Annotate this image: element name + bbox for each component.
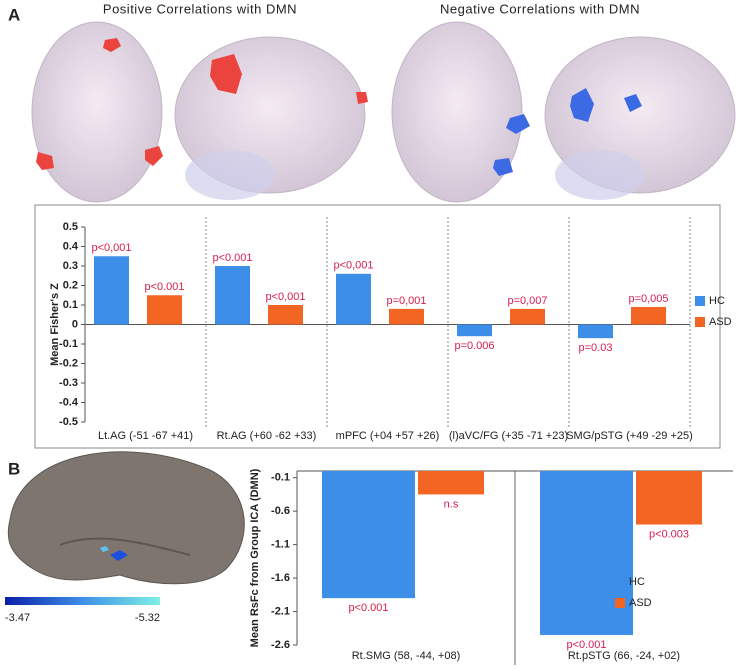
legend-label: HC (629, 576, 645, 588)
y-tick-label: 0 (72, 318, 78, 330)
annotation: p<0.001 (566, 639, 606, 651)
legend-swatch (695, 317, 705, 327)
y-tick-label: -0.6 (271, 505, 290, 517)
bar (336, 273, 371, 325)
bar (636, 471, 702, 525)
y-tick-label: 0.5 (63, 221, 78, 233)
legend-swatch (695, 296, 705, 306)
bar (510, 308, 545, 325)
annotation: p=0,001 (386, 295, 426, 307)
x-tick-label: Rt.SMG (58, -44, +08) (352, 650, 461, 662)
annotation: p=0,007 (507, 295, 547, 307)
bar (322, 471, 415, 599)
y-tick-label: 0.4 (63, 240, 79, 252)
bar (418, 471, 484, 495)
bar (147, 295, 182, 325)
chart-frame (34, 204, 721, 449)
annotation: p<0.003 (649, 528, 689, 540)
annotation: p<0,001 (265, 291, 305, 303)
annotation: p=0.03 (579, 342, 613, 354)
annotation: p<0,001 (91, 242, 131, 254)
x-tick-label: SMG/pSTG (+49 -29 +25) (566, 430, 693, 442)
legend-swatch (615, 577, 625, 587)
legend-swatch (615, 598, 625, 608)
y-tick-label: -2.6 (271, 639, 290, 651)
y-tick-label: -1.6 (271, 572, 290, 584)
x-tick-label: Lt.AG (-51 -67 +41) (98, 430, 193, 442)
y-tick-label: -0.4 (59, 396, 79, 408)
annotation: p<0.001 (212, 252, 252, 264)
section-title: Positive Correlations with DMN (103, 1, 297, 16)
bar (94, 256, 129, 325)
x-tick-label: Rt.AG (+60 -62 +33) (217, 430, 317, 442)
y-axis-label: Mean RsFc from Group ICA (DMN) (249, 468, 261, 647)
annotation: p=0,005 (628, 293, 668, 305)
cortical-surface (7, 451, 245, 585)
y-tick-label: -1.1 (271, 539, 290, 551)
y-tick-label: 0.1 (63, 299, 78, 311)
colorbar-label: -3.47 (5, 612, 30, 624)
annotation: p<0.001 (144, 281, 184, 293)
x-tick-label: Rt.pSTG (66, -24, +02) (568, 650, 680, 662)
annotation: n.s (444, 498, 459, 510)
y-tick-label: 0.2 (63, 279, 78, 291)
y-tick-label: -0.2 (59, 357, 78, 369)
bar (215, 266, 250, 325)
brain-images (31, 21, 736, 203)
legend-label: ASD (709, 316, 732, 328)
y-tick-label: -0.5 (59, 416, 78, 428)
bar (540, 471, 633, 635)
panel-label: B (8, 459, 20, 478)
panel-label: A (8, 5, 20, 24)
bar (578, 324, 613, 339)
annotation: p<0.001 (348, 602, 388, 614)
bar (268, 305, 303, 325)
y-tick-label: -0.1 (59, 338, 78, 350)
annotation: p<0,001 (333, 260, 373, 272)
x-tick-label: (l)aVC/FG (+35 -71 +23) (449, 430, 568, 442)
y-tick-label: -0.1 (271, 472, 290, 484)
y-axis-label: Mean Fisher's Z (49, 283, 61, 366)
y-tick-label: -2.1 (271, 605, 290, 617)
annotation: p=0.006 (454, 340, 494, 352)
y-tick-label: 0.3 (63, 260, 78, 272)
colorbar-label: -5.32 (135, 612, 160, 624)
bar (389, 308, 424, 325)
legend-label: ASD (629, 597, 652, 609)
legend-label: HC (709, 295, 725, 307)
colorbar (5, 597, 160, 605)
bar (457, 324, 492, 337)
bar (631, 306, 666, 325)
x-tick-label: mPFC (+04 +57 +26) (336, 430, 440, 442)
section-title: Negative Correlations with DMN (440, 1, 640, 16)
y-tick-label: -0.3 (59, 377, 78, 389)
